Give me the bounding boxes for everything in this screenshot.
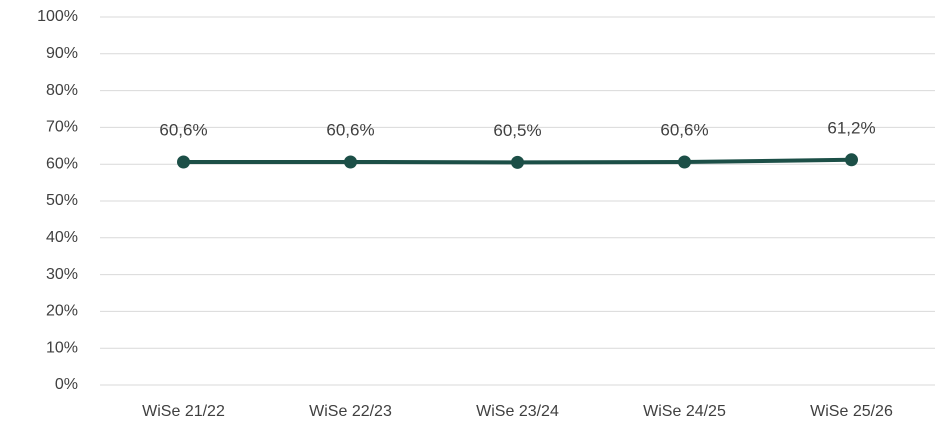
- y-tick-label: 80%: [46, 82, 78, 99]
- data-point: [344, 155, 357, 169]
- y-tick-label: 20%: [46, 303, 78, 320]
- y-tick-label: 70%: [46, 119, 78, 136]
- data-label: 60,6%: [326, 120, 374, 139]
- data-point: [678, 155, 691, 169]
- data-label: 60,5%: [493, 121, 541, 140]
- data-point: [511, 155, 524, 169]
- data-label: 61,2%: [827, 118, 875, 137]
- data-point: [177, 155, 190, 169]
- x-tick-label: WiSe 22/23: [309, 403, 392, 420]
- y-tick-label: 60%: [46, 155, 78, 172]
- data-point: [845, 153, 858, 167]
- x-tick-label: WiSe 25/26: [810, 403, 893, 420]
- y-tick-label: 100%: [37, 8, 78, 25]
- x-tick-label: WiSe 24/25: [643, 403, 726, 420]
- x-tick-label: WiSe 23/24: [476, 403, 559, 420]
- data-label: 60,6%: [159, 120, 207, 139]
- y-tick-label: 0%: [55, 376, 78, 393]
- y-tick-label: 50%: [46, 192, 78, 209]
- x-tick-label: WiSe 21/22: [142, 403, 225, 420]
- y-tick-label: 30%: [46, 266, 78, 283]
- y-tick-label: 10%: [46, 339, 78, 356]
- data-label: 60,6%: [660, 120, 708, 139]
- y-tick-label: 90%: [46, 45, 78, 62]
- y-tick-label: 40%: [46, 229, 78, 246]
